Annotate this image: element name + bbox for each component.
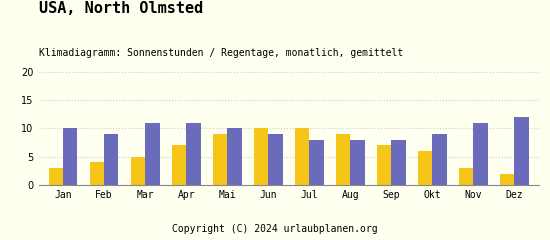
Bar bbox=[391, 140, 406, 185]
Bar bbox=[227, 128, 241, 185]
Bar bbox=[145, 123, 160, 185]
Bar bbox=[418, 151, 432, 185]
Bar bbox=[295, 128, 309, 185]
Bar bbox=[254, 128, 268, 185]
Bar bbox=[172, 145, 186, 185]
Text: USA, North Olmsted: USA, North Olmsted bbox=[39, 1, 203, 16]
Bar bbox=[500, 174, 514, 185]
Bar bbox=[213, 134, 227, 185]
Bar bbox=[49, 168, 63, 185]
Bar bbox=[104, 134, 118, 185]
Bar bbox=[350, 140, 365, 185]
Bar bbox=[268, 134, 283, 185]
Bar bbox=[514, 117, 529, 185]
Bar bbox=[309, 140, 323, 185]
Bar bbox=[377, 145, 391, 185]
Bar bbox=[186, 123, 201, 185]
Bar bbox=[459, 168, 474, 185]
Text: Klimadiagramm: Sonnenstunden / Regentage, monatlich, gemittelt: Klimadiagramm: Sonnenstunden / Regentage… bbox=[39, 48, 403, 58]
Bar bbox=[432, 134, 447, 185]
Text: Copyright (C) 2024 urlaubplanen.org: Copyright (C) 2024 urlaubplanen.org bbox=[172, 224, 378, 234]
Bar bbox=[63, 128, 78, 185]
Bar bbox=[474, 123, 488, 185]
Bar bbox=[90, 162, 104, 185]
Bar bbox=[336, 134, 350, 185]
Bar bbox=[131, 156, 145, 185]
